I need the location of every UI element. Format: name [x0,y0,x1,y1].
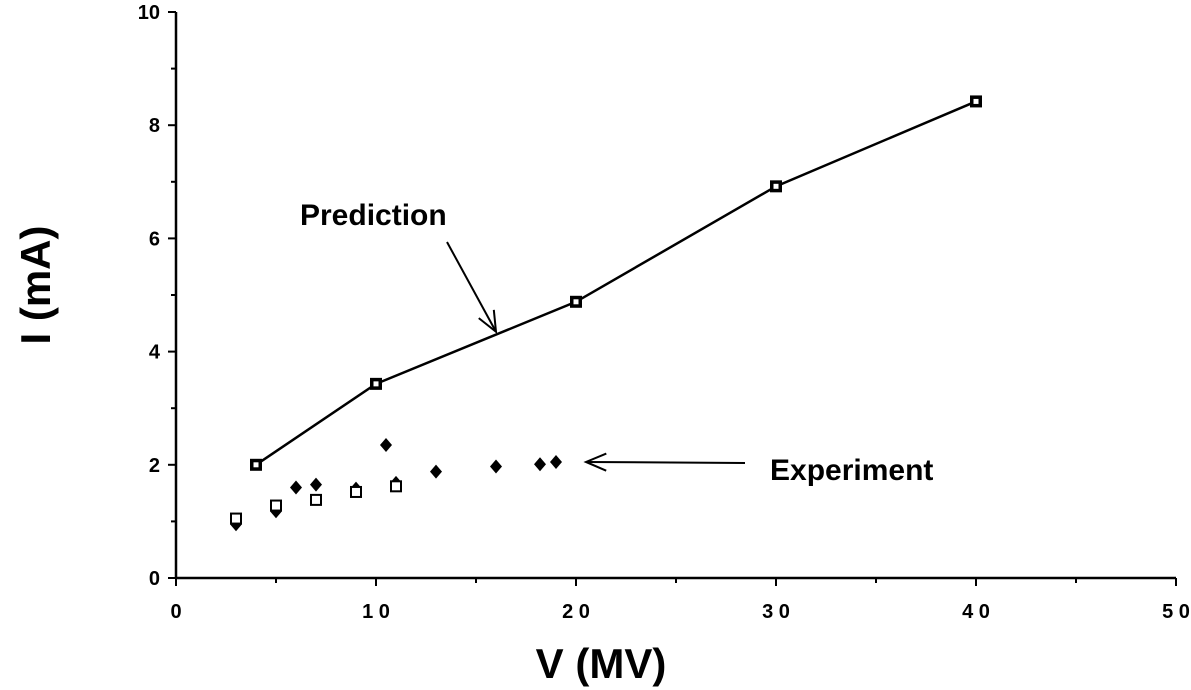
annotation-arrow-head [478,309,498,335]
series-0 [250,95,982,471]
y-tick-label: 2 [149,455,160,477]
diamond-marker [290,480,302,495]
annotation-label: Prediction [300,199,447,232]
annotation-1: Experiment [583,452,933,487]
diamond-marker [550,454,562,469]
annotation-arrow-shaft [585,460,746,464]
diamond-marker [380,437,392,452]
open-square-marker [390,480,402,493]
x-tick-label: 4 0 [962,601,990,623]
square-marker-center [373,381,379,387]
annotation-label: Experiment [770,454,933,487]
series-1 [230,437,562,532]
x-tick-label: 0 [170,601,181,623]
y-tick-label: 10 [138,2,160,24]
annotation-0: Prediction [300,199,498,335]
x-tick-label: 2 0 [562,601,590,623]
y-tick-label: 0 [149,568,160,590]
series-layer [230,95,982,532]
axes [174,12,1176,580]
y-tick-label: 8 [149,115,160,137]
annotation-arrow-head [583,452,607,472]
open-square-marker [270,499,282,512]
annotation-arrow-shaft [446,241,497,333]
square-marker-center [253,462,259,468]
open-square-marker [230,512,242,525]
open-square-marker [310,493,322,506]
ticks: 0 1 0 2 0 3 0 4 0 5 0 0 2 4 6 8 10 [138,2,1190,623]
x-tick-label: 5 0 [1162,601,1190,623]
y-axis-title: I (mA) [12,226,59,345]
diamond-marker [430,464,442,479]
diamond-marker [490,459,502,474]
y-tick-label: 6 [149,228,160,250]
square-marker-center [573,299,579,305]
diamond-marker [310,477,322,492]
open-square-marker [350,485,362,498]
square-marker-center [973,98,979,104]
series-line [255,100,977,466]
y-tick-label: 4 [149,342,161,364]
x-tick-label: 1 0 [362,601,390,623]
series-2 [230,480,402,525]
x-axis-title: V (MV) [536,640,667,687]
x-tick-label: 3 0 [762,601,790,623]
annotations: Prediction Experiment [300,199,933,487]
square-marker-center [773,183,779,189]
diamond-marker [534,457,546,472]
